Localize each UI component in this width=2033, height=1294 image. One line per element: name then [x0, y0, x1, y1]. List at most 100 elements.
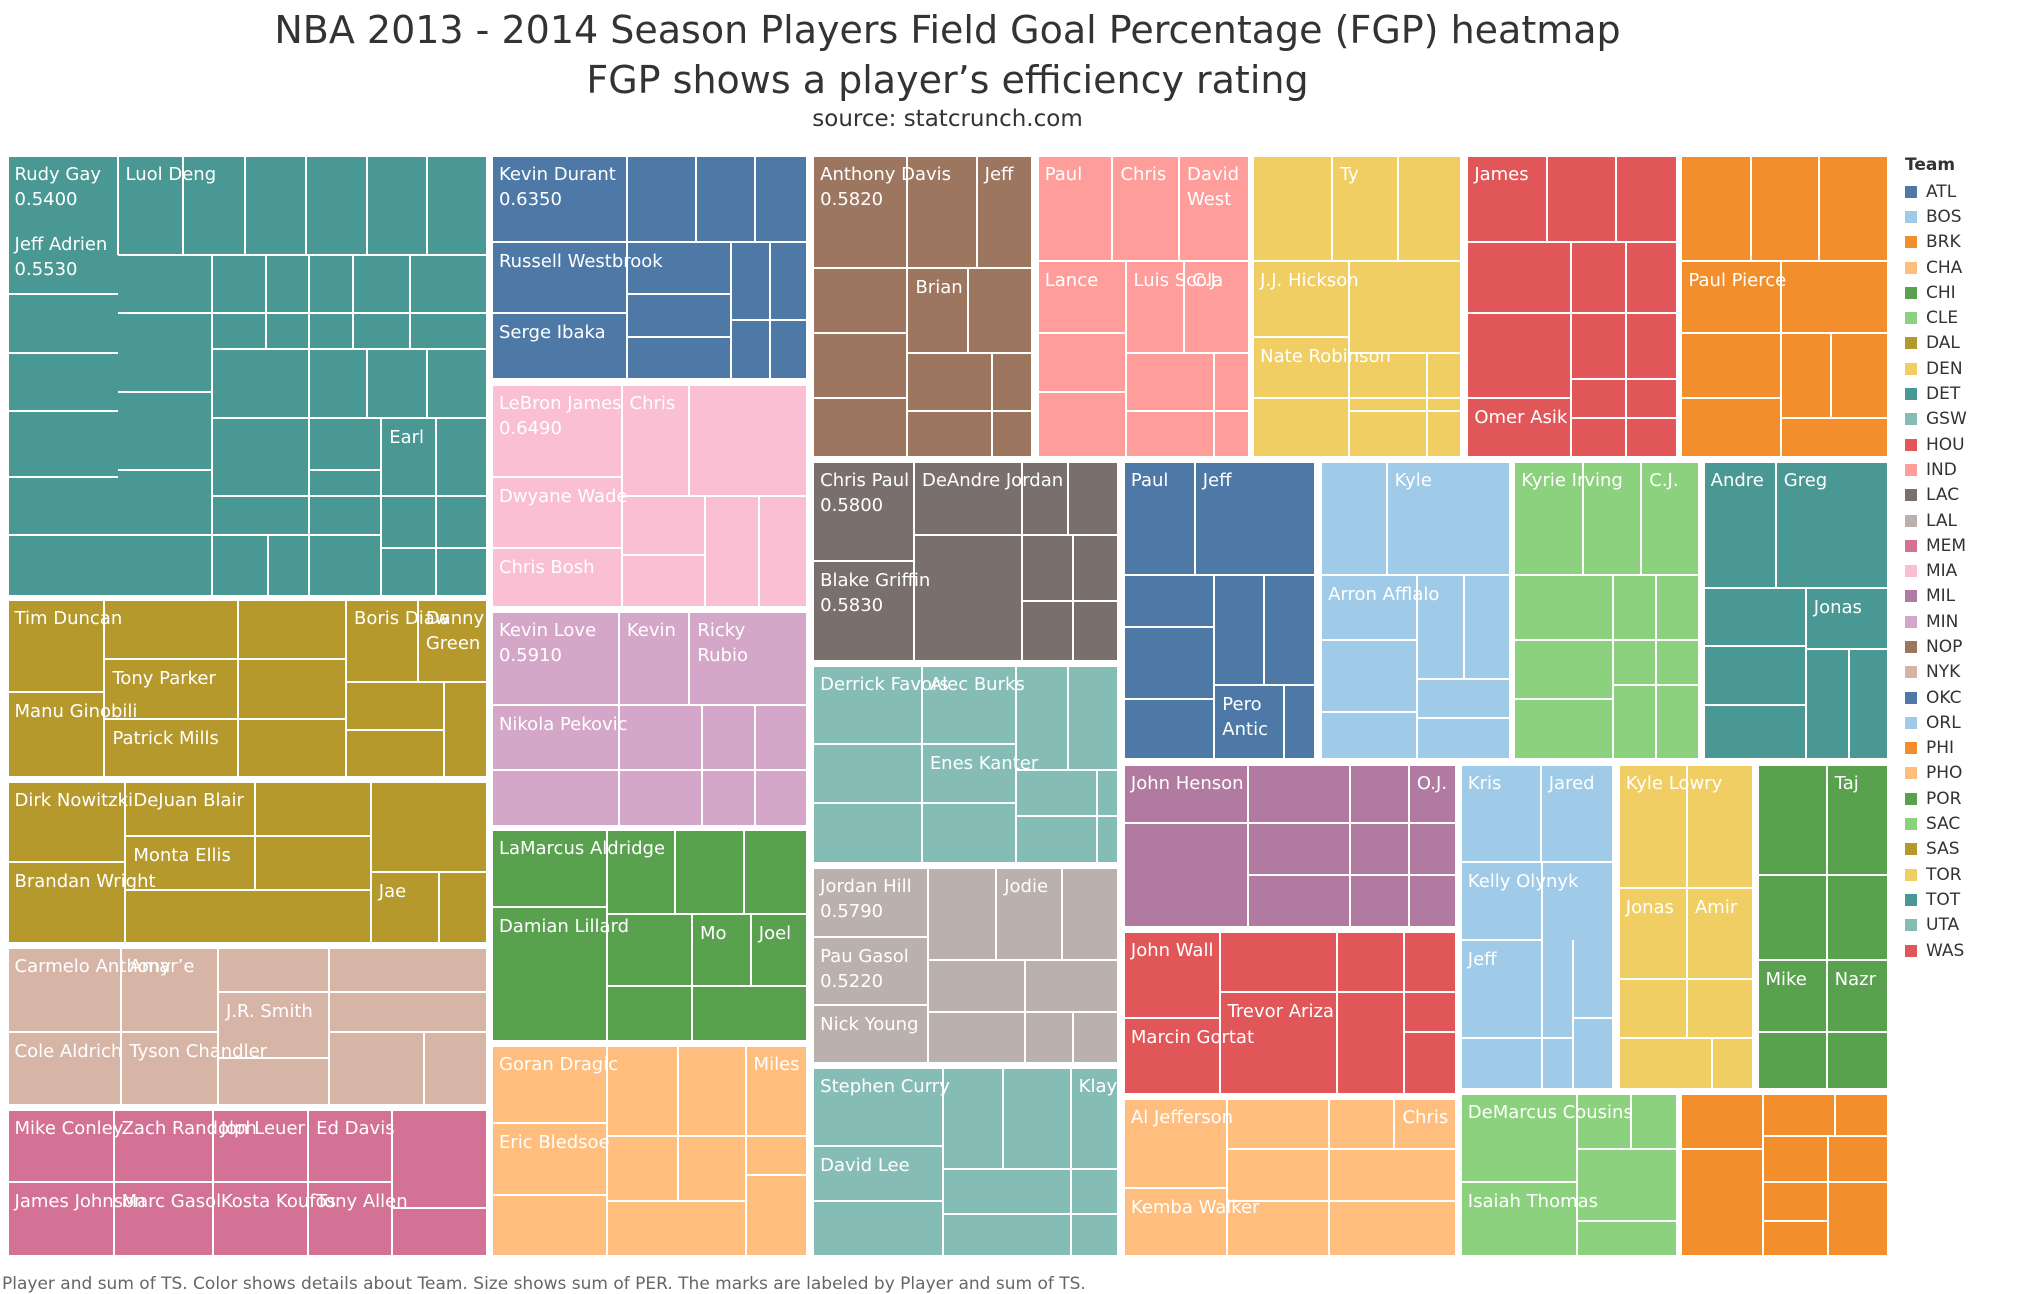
- legend-item-brk[interactable]: BRK: [1905, 230, 1967, 255]
- team-block-bos[interactable]: Kris Jared Kelly Olynyk Jeff: [1459, 763, 1614, 1091]
- legend-item-uta[interactable]: UTA: [1905, 913, 1967, 938]
- team-block-gsw[interactable]: Stephen Curry Klay David Lee: [812, 1066, 1119, 1258]
- legend-item-orl[interactable]: ORL: [1905, 710, 1967, 735]
- legend-item-min[interactable]: MIN: [1905, 609, 1967, 634]
- team-block-den[interactable]: Ty J.J. Hickson Nate Robinson: [1252, 155, 1463, 459]
- player-name: Amar’e: [129, 955, 195, 977]
- legend-item-pho[interactable]: PHO: [1905, 761, 1967, 786]
- team-block-mia[interactable]: LeBron James 0.6490 Chris Dwyane Wade Chris …: [490, 383, 809, 609]
- player-cell-divider: [116, 155, 119, 255]
- player-label: Stephen Curry: [814, 1069, 956, 1104]
- player-name: Kyle: [1394, 469, 1432, 491]
- player-label: Monta Ellis: [127, 838, 237, 873]
- player-cell-divider: [416, 599, 419, 682]
- player-name: Eric Bledsoe: [498, 1131, 610, 1153]
- legend-item-tor[interactable]: TOR: [1905, 862, 1967, 887]
- team-block-por[interactable]: LaMarcus Aldridge Damian Lillard Mo Joel: [490, 829, 809, 1042]
- legend-item-mil[interactable]: MIL: [1905, 584, 1967, 609]
- player-name: Al Jefferson: [1130, 1107, 1233, 1129]
- legend-item-cha[interactable]: CHA: [1905, 255, 1967, 280]
- player-name: DeMarcus Cousins: [1467, 1101, 1633, 1123]
- legend-item-chi[interactable]: CHI: [1905, 280, 1967, 305]
- player-cell-divider: [975, 155, 978, 268]
- legend-item-bos[interactable]: BOS: [1905, 204, 1967, 229]
- team-block-pho[interactable]: Goran Dragic Miles Eric Bledsoe: [490, 1044, 809, 1258]
- team-block-lal[interactable]: Jordan Hill 0.5790 Jodie Pau Gasol 0.5220 Nic…: [812, 866, 1119, 1065]
- player-label: DeAndre Jordan: [916, 463, 1069, 498]
- team-block-cle[interactable]: Kyrie Irving C.J.: [1513, 460, 1701, 760]
- legend-item-ind[interactable]: IND: [1905, 457, 1967, 482]
- legend-item-was[interactable]: WAS: [1905, 938, 1967, 963]
- team-block-min[interactable]: Kevin Love 0.5910 Kevin Ricky Rubio Nikola P…: [490, 611, 809, 827]
- legend-item-cle[interactable]: CLE: [1905, 305, 1967, 330]
- legend-item-lal[interactable]: LAL: [1905, 508, 1967, 533]
- player-label: Jeff: [1462, 942, 1503, 977]
- legend-item-tot[interactable]: TOT: [1905, 887, 1967, 912]
- team-block-was[interactable]: John Wall Trevor Ariza Marcin Gortat: [1122, 930, 1458, 1096]
- legend-item-por[interactable]: POR: [1905, 786, 1967, 811]
- team-block-tor[interactable]: Kyle Lowry Jonas Amir: [1617, 763, 1754, 1091]
- team-block-atl[interactable]: Paul Jeff Pero Antic: [1122, 460, 1317, 760]
- team-block-hou[interactable]: James Omer Asik: [1466, 155, 1678, 459]
- legend-item-nop[interactable]: NOP: [1905, 634, 1967, 659]
- player-label: C.J.: [1643, 463, 1684, 498]
- legend-item-den[interactable]: DEN: [1905, 356, 1967, 381]
- legend-item-atl[interactable]: ATL: [1905, 179, 1967, 204]
- team-block-sac[interactable]: DeMarcus Cousins Isaiah Thomas: [1459, 1092, 1678, 1258]
- player-cell-divider: [1779, 261, 1782, 459]
- player-label: Amir: [1689, 890, 1743, 925]
- legend-label: POR: [1926, 788, 1962, 809]
- legend-item-hou[interactable]: HOU: [1905, 432, 1967, 457]
- team-block-okc[interactable]: Kevin Durant 0.6350 Russell Westbrook Serge…: [490, 155, 809, 380]
- team-block-tot[interactable]: Andre Greg Jonas: [1702, 460, 1890, 760]
- player-name: Chris Bosh: [498, 557, 595, 579]
- player-cell-divider: [6, 534, 118, 537]
- legend-item-dal[interactable]: DAL: [1905, 331, 1967, 356]
- player-name: Kelly Olynyk: [1467, 870, 1579, 892]
- team-block-mil[interactable]: John Henson O.J.: [1122, 763, 1458, 929]
- team-block-nop[interactable]: Anthony Davis 0.5820 Jeff Brian: [812, 155, 1033, 459]
- team-block-dal[interactable]: Dirk Nowitzki DeJuan Blair Monta Ellis Bran…: [6, 780, 489, 945]
- player-cell-divider: [1710, 1038, 1713, 1091]
- legend-item-nyk[interactable]: NYK: [1905, 660, 1967, 685]
- team-block-nyk[interactable]: Carmelo Anthony Amar’e J.R. Smith Cole Aldr…: [6, 946, 489, 1106]
- legend-item-det[interactable]: DET: [1905, 381, 1967, 406]
- legend-label: NYK: [1926, 662, 1961, 683]
- player-cell-divider: [329, 1030, 489, 1033]
- team-block-brk[interactable]: Paul Pierce: [1680, 155, 1890, 459]
- legend-item-okc[interactable]: OKC: [1905, 685, 1967, 710]
- player-ts-value: 0.5530: [14, 258, 78, 280]
- player-name: Lance: [1044, 270, 1099, 292]
- team-block-chi[interactable]: Taj Mike Nazr: [1757, 763, 1890, 1091]
- player-cell-divider: [966, 267, 969, 353]
- player-cell-divider: [1219, 991, 1458, 994]
- legend-item-sas[interactable]: SAS: [1905, 837, 1967, 862]
- team-block-ind[interactable]: Paul Chris David West Lance Luis Scola C.J.: [1036, 155, 1250, 459]
- team-block-mem[interactable]: Mike Conley Zach Randolph Jon Leuer Ed Davi…: [6, 1108, 489, 1258]
- legend-item-lac[interactable]: LAC: [1905, 483, 1967, 508]
- player-label: J.R. Smith: [220, 994, 319, 1029]
- legend-item-gsw[interactable]: GSW: [1905, 407, 1967, 432]
- player-cell-divider: [1573, 1017, 1614, 1020]
- legend-label: LAC: [1926, 485, 1960, 506]
- player-cell-divider: [920, 664, 923, 865]
- team-block-lac[interactable]: Chris Paul 0.5800 DeAndre Jordan Blake Grif…: [812, 460, 1119, 662]
- legend-item-mem[interactable]: MEM: [1905, 533, 1967, 558]
- team-block-sas[interactable]: Tim Duncan Tony Parker Manu Ginobili Patric…: [6, 599, 489, 779]
- team-block-phi[interactable]: [1680, 1092, 1890, 1258]
- player-label: Eric Bledsoe: [493, 1125, 616, 1160]
- legend-item-sac[interactable]: SAC: [1905, 811, 1967, 836]
- player-cell-divider: [369, 780, 372, 945]
- player-cell-divider: [812, 743, 922, 746]
- player-label: Kelly Olynyk: [1462, 864, 1585, 899]
- team-block-cha[interactable]: Al Jefferson Chris Kemba Walker: [1122, 1098, 1458, 1258]
- player-label: Damian Lillard: [493, 909, 635, 944]
- player-cell-divider: [1780, 416, 1890, 419]
- player-ts-value: 0.6350: [498, 189, 562, 211]
- team-block-orl[interactable]: Kyle Arron Afflalo: [1320, 460, 1511, 760]
- player-cell-divider: [1617, 886, 1754, 889]
- team-block-det[interactable]: Rudy Gay 0.5400 Jeff Adrien 0.5530 Luol Deng…: [5, 155, 489, 597]
- legend-item-phi[interactable]: PHI: [1905, 736, 1967, 761]
- team-block-uta[interactable]: Derrick Favors Alec Burks Enes Kanter: [812, 664, 1119, 865]
- legend-item-mia[interactable]: MIA: [1905, 558, 1967, 583]
